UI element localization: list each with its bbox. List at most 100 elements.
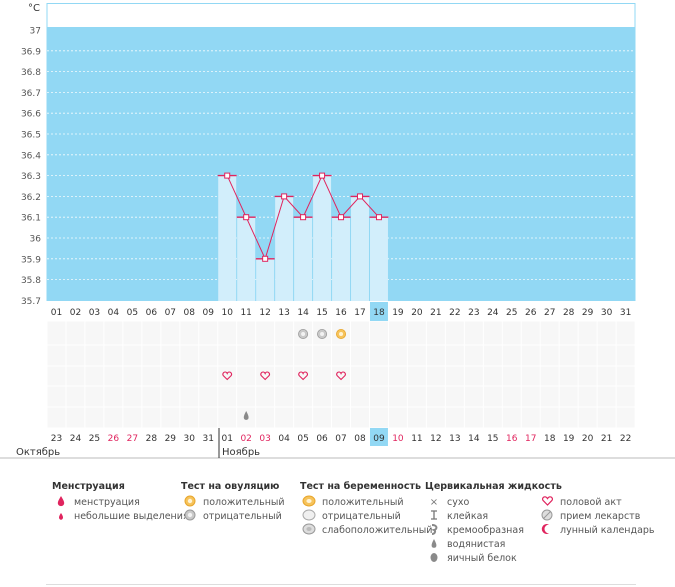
cycle-day-label: 25 [506,308,517,318]
cycle-day-label: 10 [221,308,233,318]
marker-cell [521,407,540,428]
legend-text: прием лекарств [560,511,641,522]
marker-cell [407,366,426,386]
marker-cell [483,386,502,407]
marker-cell [256,321,275,345]
marker-cell [521,321,540,345]
calendar-day-label: 04 [278,434,290,444]
marker-cell [275,407,294,428]
legend-text: клейкая [447,511,489,522]
marker-cell [294,345,313,366]
ovulation-positive-icon-center [339,332,344,336]
marker-cell [218,345,237,366]
marker-cell [180,321,199,345]
marker-cell [294,386,313,407]
temperature-bar [351,196,369,301]
menstruation-drop-icon [52,495,70,512]
marker-cell [313,407,332,428]
marker-cell [578,345,597,366]
legend-ovulation-negative: отрицательный [181,509,285,524]
pregnancy-faint-icon [300,523,318,540]
marker-icons [222,328,347,420]
cycle-day-label: 11 [240,308,251,318]
y-axis-labels: 37 36.9 36.8 36.7 36.6 36.5 36.4 36.3 36.2 36.1 36… [21,27,41,307]
temperature-bar [294,217,313,301]
legend-spotting-item: небольшие выделения [52,510,189,524]
calendar-day-label: 27 [127,434,138,444]
intercourse-heart-icon [222,371,233,381]
marker-cell [540,321,559,345]
marker-cell [218,386,237,407]
y-tick-label: 36.1 [21,214,41,224]
marker-cell [66,366,85,386]
temperature-point [319,172,326,179]
marker-cell [407,321,426,345]
calendar-day-label: 21 [601,434,612,444]
calendar-day-label: 15 [487,434,498,444]
unit-label: °C [28,3,40,14]
legend-text: лунный календарь [560,525,655,536]
calendar-day-label: 20 [582,434,594,444]
calendar-day-label: 01 [221,434,232,444]
calendar-day-label: 16 [506,434,518,444]
marker-cell [464,386,483,407]
marker-cell [218,366,237,386]
marker-cell [47,386,66,407]
temperature-point [262,255,269,262]
cycle-day-label: 13 [278,308,289,318]
marker-cell [616,366,635,386]
marker-cell [540,386,559,407]
calendar-day-label: 28 [146,434,158,444]
cycle-day-label: 27 [544,308,555,318]
marker-cell [445,321,464,345]
marker-cell [388,407,407,428]
marker-cell [180,345,199,366]
marker-cell [294,366,313,386]
marker-cell [483,366,502,386]
temperature-bar [332,217,351,301]
marker-cell [483,321,502,345]
marker-cell [559,386,578,407]
marker-cell [85,386,104,407]
heart-icon [538,495,556,511]
marker-cell [616,321,635,345]
legend-menstruation: Менструация менструация небольшие выделе… [52,480,189,524]
calendar-day-label: 18 [544,434,556,444]
marker-cell [104,345,123,366]
y-tick-label: 36.3 [21,172,41,182]
current-day-highlight [369,302,388,321]
marker-cell [351,345,369,366]
marker-cell [597,345,616,366]
cycle-day-label: 22 [449,308,460,318]
marker-cell [540,366,559,386]
legend-medication: прием лекарств [538,509,655,524]
marker-cell [47,366,66,386]
temperature-bar [237,217,256,301]
marker-cell [47,321,66,345]
marker-cell [521,366,540,386]
marker-cell [123,321,142,345]
marker-cell [294,407,313,428]
y-tick-label: 36.9 [21,47,41,57]
marker-cell [256,345,275,366]
day-row-top [47,301,635,321]
marker-cell [142,321,161,345]
marker-cell [464,407,483,428]
marker-cell [616,345,635,366]
marker-cell [445,366,464,386]
legend-text: водянистая [447,539,506,550]
marker-cell [407,386,426,407]
marker-cell [123,386,142,407]
marker-cell [256,366,275,386]
marker-cell [237,345,256,366]
marker-cell [199,366,218,386]
marker-cell [578,407,597,428]
marker-cell [142,366,161,386]
cycle-day-label: 16 [335,308,347,318]
pregnancy-negative-icon [300,509,318,526]
marker-cell [104,366,123,386]
today-highlight [369,428,388,446]
marker-cell [351,407,369,428]
intercourse-heart-icon [298,371,309,381]
marker-cell [180,407,199,428]
